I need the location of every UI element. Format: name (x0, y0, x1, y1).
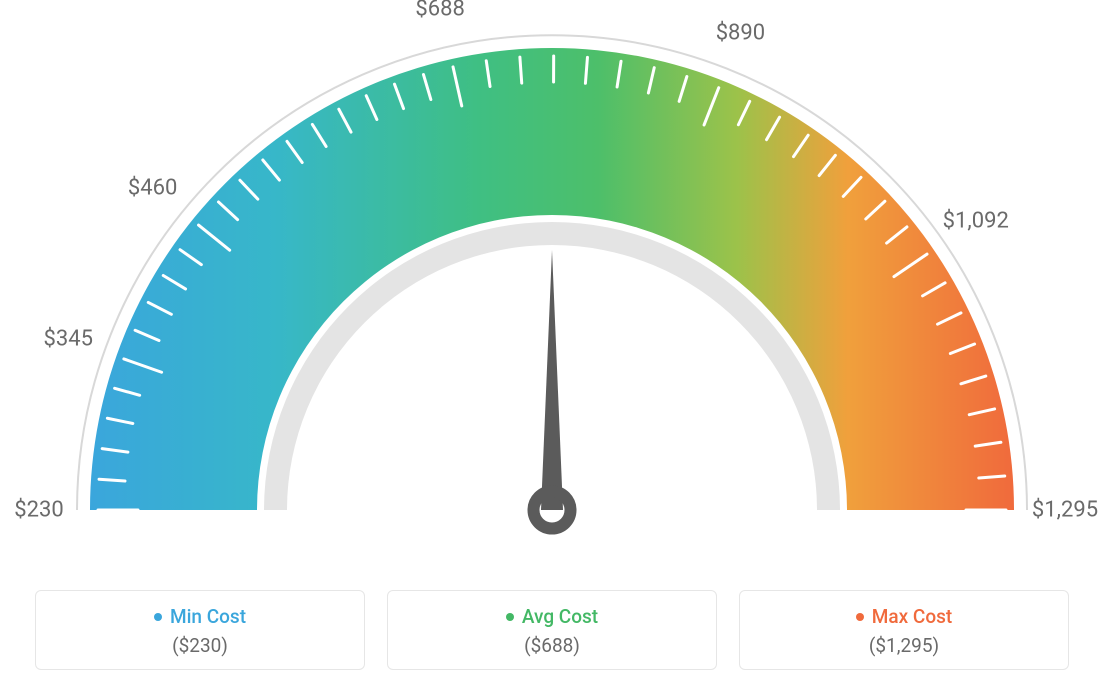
gauge-tick-label: $230 (14, 498, 63, 523)
legend-card-max: Max Cost ($1,295) (739, 590, 1069, 670)
gauge-tick-label: $1,295 (1032, 498, 1098, 523)
gauge-tick-label: $460 (128, 176, 177, 201)
legend-label-min: Min Cost (170, 605, 246, 628)
gauge-chart: $230 $345 $460 $688 $890 $1,092 $1,295 (0, 0, 1104, 570)
legend-card-avg: Avg Cost ($688) (387, 590, 717, 670)
legend-row: Min Cost ($230) Avg Cost ($688) Max Cost… (0, 590, 1104, 670)
dot-icon (506, 613, 514, 621)
legend-card-min: Min Cost ($230) (35, 590, 365, 670)
gauge-tick-label: $345 (44, 327, 93, 352)
gauge-tick-label: $688 (415, 0, 464, 22)
legend-label-avg: Avg Cost (522, 605, 598, 628)
gauge-tick-label: $890 (716, 20, 765, 45)
legend-value-min: ($230) (46, 634, 354, 657)
legend-value-max: ($1,295) (750, 634, 1058, 657)
legend-title-avg: Avg Cost (506, 605, 598, 628)
gauge-svg (0, 0, 1104, 570)
legend-title-max: Max Cost (856, 605, 952, 628)
legend-label-max: Max Cost (872, 605, 952, 628)
dot-icon (856, 613, 864, 621)
gauge-tick-label: $1,092 (943, 208, 1009, 233)
legend-title-min: Min Cost (154, 605, 246, 628)
legend-value-avg: ($688) (398, 634, 706, 657)
dot-icon (154, 613, 162, 621)
